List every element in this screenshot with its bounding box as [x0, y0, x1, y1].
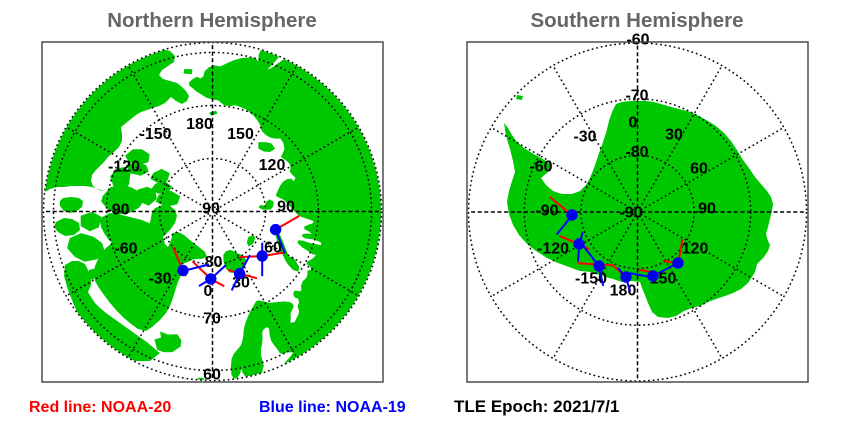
svg-text:-120: -120 — [537, 241, 569, 258]
svg-text:-30: -30 — [148, 271, 171, 288]
svg-text:TLE Epoch: 2021/7/1: TLE Epoch: 2021/7/1 — [454, 397, 619, 416]
svg-text:-90: -90 — [106, 202, 129, 219]
svg-text:-60: -60 — [529, 159, 552, 176]
svg-text:80: 80 — [205, 254, 223, 271]
svg-text:90: 90 — [277, 199, 295, 216]
svg-text:-90: -90 — [619, 205, 642, 222]
svg-text:Blue line: NOAA-19: Blue line: NOAA-19 — [259, 399, 406, 416]
svg-text:-70: -70 — [625, 88, 648, 105]
svg-text:-90: -90 — [535, 203, 558, 220]
svg-text:-150: -150 — [575, 271, 607, 288]
svg-text:90: 90 — [202, 201, 220, 218]
svg-text:-60: -60 — [114, 241, 137, 258]
svg-text:60: 60 — [264, 240, 282, 257]
svg-text:-150: -150 — [139, 126, 171, 143]
svg-text:70: 70 — [203, 311, 221, 328]
svg-text:Southern Hemisphere: Southern Hemisphere — [530, 9, 743, 32]
svg-text:180: 180 — [610, 283, 637, 300]
svg-text:0: 0 — [204, 283, 213, 300]
svg-text:-30: -30 — [573, 129, 596, 146]
svg-text:-120: -120 — [108, 159, 140, 176]
svg-text:-60: -60 — [626, 32, 649, 49]
svg-text:0: 0 — [629, 115, 638, 132]
svg-text:30: 30 — [665, 127, 683, 144]
svg-text:-80: -80 — [625, 144, 648, 161]
svg-text:90: 90 — [698, 201, 716, 218]
svg-text:Red line: NOAA-20: Red line: NOAA-20 — [29, 399, 171, 416]
svg-text:Northern Hemisphere: Northern Hemisphere — [107, 9, 317, 32]
svg-text:120: 120 — [259, 157, 286, 174]
svg-text:180: 180 — [186, 116, 213, 133]
svg-text:150: 150 — [227, 126, 254, 143]
svg-text:60: 60 — [203, 367, 221, 384]
svg-text:60: 60 — [690, 161, 708, 178]
svg-text:120: 120 — [682, 241, 709, 258]
